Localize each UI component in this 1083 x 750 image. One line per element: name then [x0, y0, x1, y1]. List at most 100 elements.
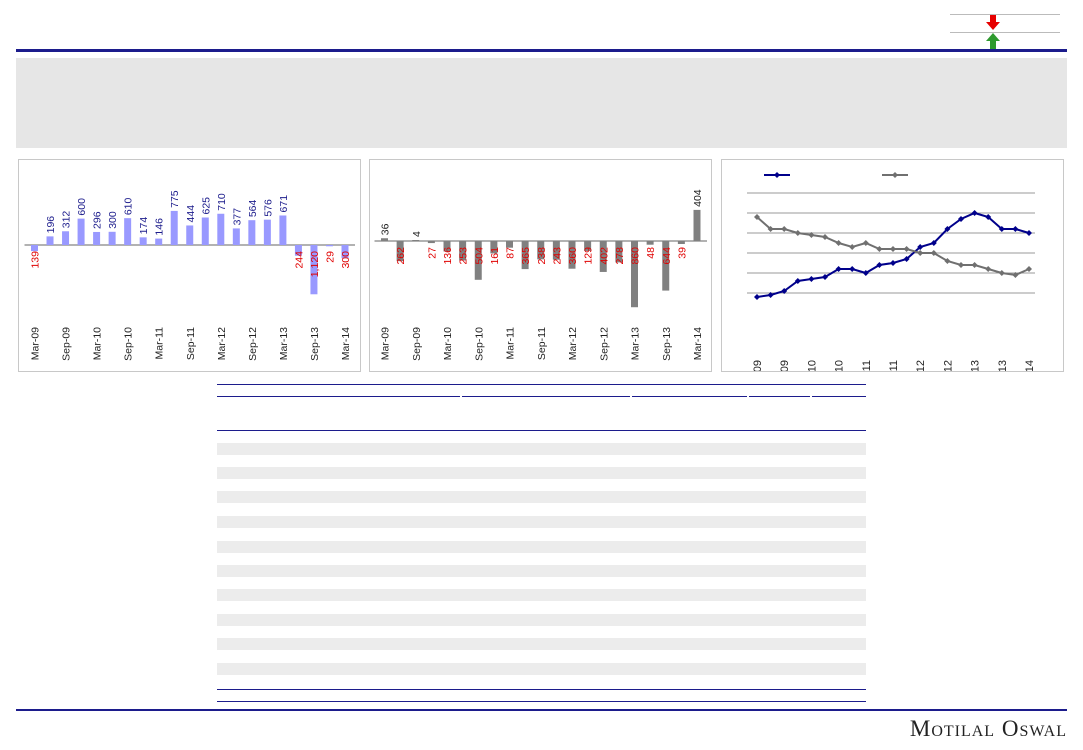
series-marker — [808, 276, 815, 282]
chart-panel-3: Mar-09 Sep-09 Mar-10 Sep-10 Mar-11 Sep-11 Mar-… — [721, 159, 1064, 372]
series-marker — [998, 270, 1005, 276]
bar — [521, 241, 529, 270]
x-tick-label: Sep-09 — [61, 327, 73, 361]
table-row — [217, 443, 866, 455]
series-marker — [944, 258, 951, 264]
x-tick-label: Mar-10 — [442, 327, 454, 360]
x-tick-label: Mar-13 — [630, 327, 642, 360]
data-label: 278 — [614, 247, 626, 265]
legend-marker — [892, 172, 898, 178]
series-marker — [890, 260, 896, 266]
x-tick-label: Mar-12 — [216, 327, 228, 360]
x-tick-label: Mar-12 — [567, 327, 579, 360]
series-marker — [903, 256, 910, 262]
bar — [294, 245, 302, 256]
bar — [124, 218, 132, 245]
table-row — [217, 541, 866, 553]
data-label: 238 — [536, 247, 548, 265]
down-arrow-icon — [986, 15, 1000, 30]
series-marker — [958, 216, 964, 222]
x-tick-label: Sep-12 — [247, 327, 259, 361]
bar — [279, 215, 287, 245]
data-label: 243 — [551, 247, 563, 265]
data-label: 87 — [505, 247, 517, 259]
series-marker — [944, 226, 951, 232]
data-label: 4 — [411, 231, 423, 237]
table-row — [217, 589, 866, 601]
bar — [201, 217, 209, 245]
line-chart-3: Mar-09 Sep-09 Mar-10 Sep-10 Mar-11 Sep-11 Mar-… — [747, 172, 1036, 371]
x-tick-label: Sep-10 — [123, 327, 135, 361]
bar — [139, 237, 147, 245]
bar — [62, 231, 70, 245]
x-tick-label: Mar-11 — [505, 327, 517, 360]
bar — [427, 241, 435, 244]
bar — [170, 210, 178, 245]
bar — [584, 241, 592, 251]
series-marker — [998, 226, 1005, 232]
data-label: 365 — [520, 247, 532, 265]
footer-rule — [16, 709, 1067, 711]
table-row — [217, 516, 866, 528]
bar — [631, 241, 638, 308]
series-marker — [903, 246, 910, 252]
x-tick-label: Sep-11 — [536, 327, 548, 360]
data-label: 402 — [598, 247, 610, 265]
data-label: 139 — [30, 251, 42, 269]
bar — [232, 228, 240, 245]
data-label: 36 — [380, 223, 392, 235]
data-label: 196 — [45, 216, 57, 234]
series-marker — [781, 288, 788, 294]
x-tick-label: Sep-13 — [309, 327, 321, 361]
data-label: 29 — [324, 251, 336, 263]
series-marker — [876, 246, 883, 252]
series-marker — [794, 230, 801, 236]
bar — [615, 241, 623, 263]
data-label: 39 — [676, 247, 688, 259]
bar — [412, 240, 420, 241]
series-marker — [767, 292, 774, 298]
series-marker — [862, 270, 869, 276]
bar — [93, 231, 101, 245]
series-marker — [971, 262, 978, 268]
x-tick-label: Mar-10 — [806, 360, 818, 371]
bar — [248, 220, 256, 245]
bar — [490, 241, 498, 254]
series-marker — [754, 214, 760, 220]
series-marker — [849, 266, 856, 272]
data-label: 504 — [473, 247, 485, 265]
series-marker — [822, 274, 828, 280]
series-marker — [985, 214, 992, 220]
data-label: 174 — [138, 217, 150, 235]
series-marker — [794, 278, 801, 284]
series-marker — [1026, 230, 1032, 236]
data-label: 576 — [262, 199, 274, 217]
data-label: 644 — [661, 247, 673, 265]
series-marker — [917, 244, 924, 250]
series-marker — [930, 240, 937, 246]
x-tick-label: Mar-14 — [692, 327, 704, 360]
table-rules — [217, 384, 866, 702]
legend-divider-top — [950, 14, 1060, 15]
bar — [506, 241, 513, 248]
series-marker — [822, 234, 828, 240]
summary-box — [16, 58, 1067, 148]
data-label: 775 — [169, 190, 181, 208]
bar — [325, 245, 333, 247]
bar — [341, 245, 349, 259]
data-label: 161 — [489, 247, 501, 265]
change-legend — [950, 14, 1060, 49]
series-marker — [835, 240, 842, 246]
series-marker — [754, 294, 760, 300]
bar — [459, 241, 467, 261]
x-tick-label: Sep-12 — [942, 360, 954, 371]
data-label: 129 — [583, 247, 595, 265]
data-label: 146 — [154, 218, 166, 236]
series-marker — [849, 244, 856, 250]
table-row — [217, 467, 866, 479]
series-marker — [862, 240, 869, 246]
data-label: 564 — [247, 200, 259, 218]
data-label: 312 — [61, 211, 73, 229]
